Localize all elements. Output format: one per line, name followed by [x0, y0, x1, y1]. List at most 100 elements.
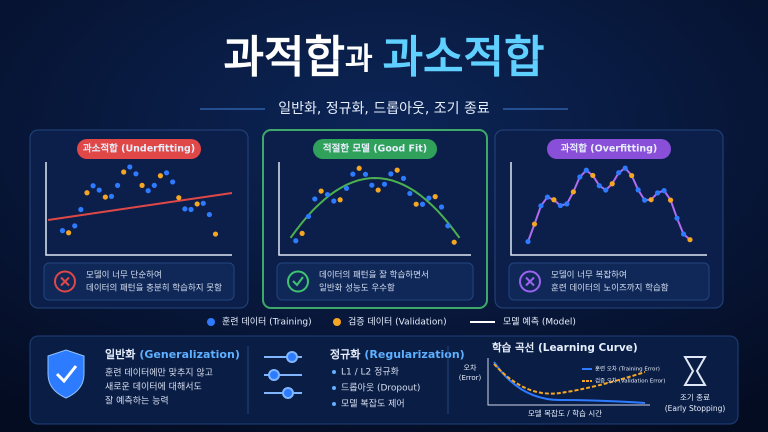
data-point — [551, 197, 557, 203]
data-point — [564, 201, 570, 207]
data-point — [90, 183, 96, 189]
data-point — [59, 228, 66, 234]
data-point — [629, 172, 635, 179]
caption-icon-mark — [292, 276, 304, 287]
data-point — [356, 165, 362, 171]
data-point — [609, 181, 615, 187]
data-point — [375, 187, 381, 193]
data-point — [616, 170, 622, 176]
lc-xlabel: 모델 복잡도 / 학습 시간 — [528, 408, 602, 418]
reg-item: L1 / L2 정규화 — [341, 367, 399, 378]
data-point — [438, 204, 445, 210]
lc-val-curve — [493, 363, 646, 395]
es-label: 조기 종료 — [680, 393, 710, 402]
caption-icon — [54, 270, 76, 293]
data-point — [343, 185, 350, 191]
caption-icon — [287, 270, 309, 293]
data-point — [538, 203, 544, 209]
data-point — [200, 200, 206, 206]
data-point — [163, 170, 170, 176]
data-point — [635, 187, 641, 193]
subtitle: 일반화, 정규화, 드롭아웃, 조기 종료 — [278, 101, 490, 117]
data-point — [655, 190, 661, 196]
title: 과적합과 과소적합 — [224, 32, 545, 83]
reg-item: 모델 복잡도 제어 — [341, 398, 405, 410]
data-point — [362, 171, 369, 177]
data-point — [661, 188, 667, 194]
caption-text: 모델이 너무 복잡하여 — [551, 270, 627, 281]
data-point — [531, 221, 538, 227]
legend-dot — [333, 318, 341, 326]
gen-title-en: (Generalization) — [139, 348, 239, 361]
data-point — [583, 167, 589, 173]
data-point — [108, 193, 115, 199]
gen-title: 일반화 (Generalization) — [105, 347, 240, 361]
data-point — [544, 194, 551, 200]
title-part: 과소적합 — [383, 32, 545, 83]
data-point — [66, 230, 72, 236]
data-point — [305, 213, 312, 220]
data-point — [194, 201, 200, 207]
legend-text: 모델 예측 (Model) — [503, 316, 576, 328]
panel-label: 적절한 모델 (Good Fit) — [323, 143, 427, 155]
caption-box — [508, 262, 710, 301]
lc-ylabel: (Error) — [459, 374, 482, 382]
data-point — [182, 206, 188, 212]
panel-label: 과소적합 (Underfitting) — [83, 143, 195, 155]
data-point — [324, 191, 331, 198]
lc-title: 학습 곡선 (Learning Curve) — [492, 341, 638, 354]
data-point — [72, 223, 78, 229]
data-point — [157, 173, 164, 179]
data-point — [674, 215, 680, 221]
data-point — [642, 197, 648, 203]
plot-axes — [510, 162, 707, 256]
gen-line: 새로운 데이터에 대해서도 — [105, 382, 202, 393]
legend-text: 훈련 데이터 (Training) — [222, 316, 312, 328]
model-line — [289, 176, 461, 239]
data-point — [570, 189, 576, 195]
data-point — [331, 198, 337, 204]
data-point — [622, 165, 628, 171]
data-point — [400, 175, 407, 182]
data-point — [680, 231, 687, 237]
panel-pill — [313, 139, 437, 159]
data-point — [407, 190, 413, 197]
data-point — [133, 171, 139, 177]
data-point — [176, 195, 182, 201]
legend-dot — [207, 318, 215, 326]
caption-box — [276, 262, 474, 301]
data-point — [687, 237, 693, 243]
data-point — [590, 172, 596, 179]
data-point — [293, 238, 299, 244]
es-label: (Early Stopping) — [665, 404, 726, 413]
data-point — [337, 197, 343, 203]
caption-text: 데이터의 패턴을 충분히 학습하지 못함 — [86, 283, 222, 294]
data-point — [96, 187, 102, 193]
reg-item: 드롭아웃 (Dropout) — [341, 383, 420, 394]
data-point — [299, 230, 305, 236]
data-point — [114, 182, 121, 188]
data-point — [206, 211, 212, 218]
data-point — [413, 201, 419, 207]
lc-legend: 검증 오차 (Validation Error) — [595, 377, 665, 385]
lc-ylabel: 오차 — [464, 363, 477, 372]
data-point — [84, 190, 90, 196]
data-point — [394, 167, 400, 173]
caption-icon — [519, 270, 541, 293]
caption-text: 일반화 성능도 우수함 — [319, 283, 395, 294]
legend: 훈련 데이터 (Training) 검증 데이터 (Validation) 모델… — [207, 316, 576, 328]
data-point — [577, 174, 583, 180]
bottom-box — [29, 335, 739, 425]
data-point — [445, 223, 451, 229]
panel-label: 과적합 (Overfitting) — [561, 143, 658, 155]
data-point — [432, 194, 438, 200]
lc-legend: 훈련 오차 (Training Error) — [595, 365, 660, 373]
shield-icon — [47, 349, 85, 399]
data-point — [667, 197, 674, 203]
gen-title-ko: 일반화 — [105, 347, 135, 361]
panel-pill — [77, 139, 201, 159]
data-point — [648, 197, 654, 203]
lc-axes — [487, 358, 650, 406]
title-connector: 과 — [345, 42, 373, 77]
